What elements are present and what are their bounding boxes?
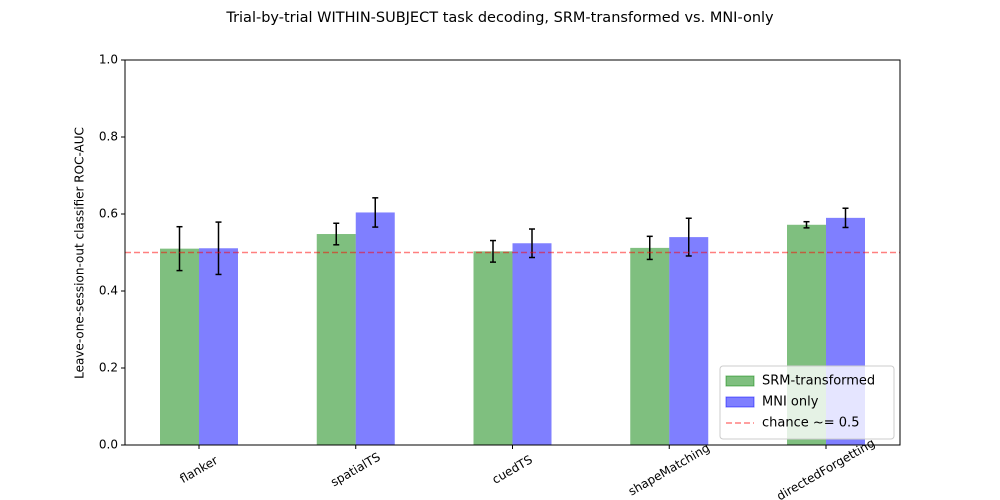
error-bar [803, 220, 810, 229]
bar [199, 248, 238, 445]
y-tick-label: 0.2 [99, 361, 118, 375]
legend-swatch [725, 375, 755, 387]
error-bar [333, 222, 340, 246]
y-tick-label: 0.4 [99, 284, 118, 298]
error-bar [685, 217, 692, 257]
bar [669, 237, 709, 445]
bar [355, 212, 395, 445]
error-bar [176, 225, 183, 272]
bar [512, 243, 552, 445]
error-bar [215, 221, 222, 276]
legend-swatch [725, 396, 755, 408]
y-tick-label: 0.8 [99, 130, 118, 144]
y-axis-label: Leave-one-session-out classifier ROC-AUC [73, 127, 87, 379]
error-bar [842, 207, 849, 229]
legend: SRM-transformed MNI only chance ~= 0.5 [719, 365, 895, 440]
error-bar [646, 235, 653, 261]
bar [630, 247, 670, 445]
y-tick-label: 0.0 [99, 438, 118, 452]
error-bar [490, 239, 496, 263]
legend-label: MNI only [762, 395, 819, 410]
bar [160, 248, 199, 445]
error-bar [372, 197, 379, 228]
y-tick-label: 0.6 [99, 207, 118, 221]
bar [473, 251, 513, 445]
axes-frame [124, 59, 901, 446]
legend-frame [719, 365, 895, 440]
bar [316, 234, 356, 445]
legend-label: SRM-transformed [762, 374, 875, 389]
legend-label: chance ~= 0.5 [762, 416, 859, 431]
y-tick-label: 1.0 [99, 53, 118, 67]
chart-title: Trial-by-trial WITHIN-SUBJECT task decod… [225, 10, 774, 26]
